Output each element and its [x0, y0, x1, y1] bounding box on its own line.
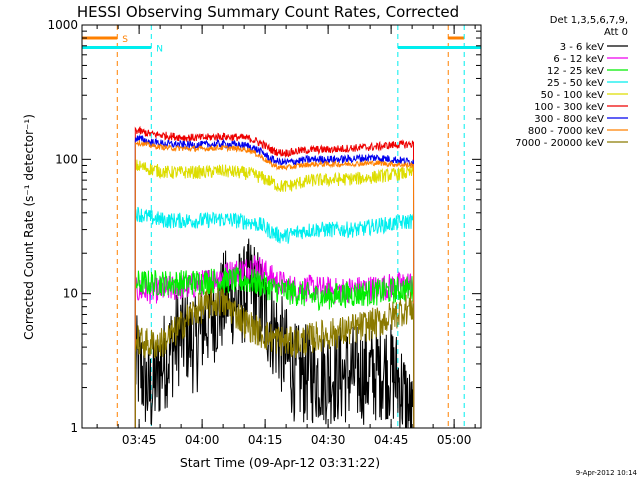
x-axis-label: Start Time (09-Apr-12 03:31:22): [180, 455, 380, 470]
legend-item-label-3: 25 - 50 keV: [547, 78, 604, 89]
annotation-s-label: S: [122, 35, 128, 45]
legend-item-label-0: 3 - 6 keV: [560, 42, 604, 53]
y-tick-label-2: 100: [55, 152, 78, 166]
x-tick-label-5: 05:00: [437, 433, 472, 447]
legend-item-label-6: 300 - 800 keV: [534, 114, 604, 125]
y-axis-label: Corrected Count Rate (s⁻¹ detector⁻¹): [22, 114, 36, 340]
annotation-n-label: N: [156, 44, 163, 54]
axes-layer: 03:45 04:00 04:15 04:30 04:45 05:00 1 10 100 1000: [47, 18, 482, 447]
legend-item-label-4: 50 - 100 keV: [541, 90, 605, 101]
timestamp: 9-Apr-2012 10:14: [576, 469, 638, 477]
y-tick-label-0: 1: [70, 421, 78, 435]
legend-item-label-1: 6 - 12 keV: [553, 54, 604, 65]
x-tick-label-1: 04:00: [185, 433, 220, 447]
plot-frame: [81, 24, 482, 429]
series-line-7: [134, 140, 415, 429]
legend-header-0: Det 1,3,5,6,7,9,: [550, 15, 628, 26]
y-tick-label-1: 10: [63, 287, 78, 301]
series-line-2: [134, 265, 415, 429]
annotation-layer: SN: [82, 25, 481, 428]
legend-item-label-5: 100 - 300 keV: [534, 102, 604, 113]
y-tick-label-3: 1000: [47, 18, 78, 32]
x-tick-label-3: 04:30: [311, 433, 346, 447]
legend-header-1: Att 0: [604, 27, 628, 38]
series-line-3: [134, 206, 415, 429]
series-line-8: [134, 287, 415, 429]
x-tick-label-0: 03:45: [122, 433, 157, 447]
x-tick-label-2: 04:15: [248, 433, 283, 447]
series-line-4: [134, 159, 415, 429]
legend-item-label-7: 800 - 7000 keV: [528, 126, 604, 137]
x-tick-label-4: 04:45: [374, 433, 409, 447]
series-layer: [134, 125, 415, 429]
series-line-6: [134, 134, 415, 429]
series-line-0: [134, 238, 415, 429]
series-line-5: [134, 125, 415, 429]
chart-title: HESSI Observing Summary Count Rates, Cor…: [77, 3, 459, 21]
legend-item-label-8: 7000 - 20000 keV: [515, 138, 604, 149]
legend-item-label-2: 12 - 25 keV: [547, 66, 604, 77]
